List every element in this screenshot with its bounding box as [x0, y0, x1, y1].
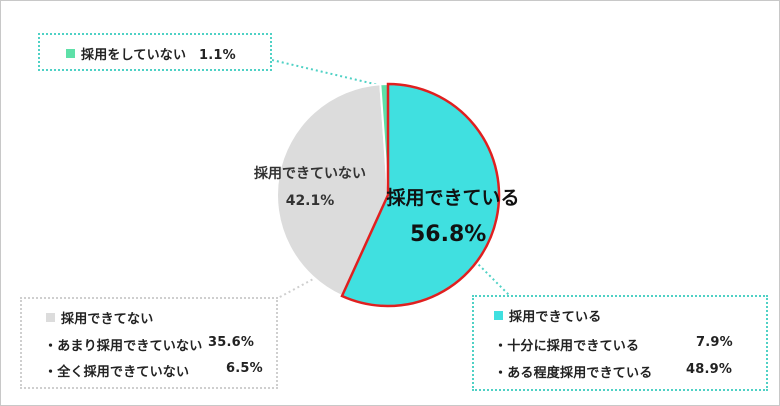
pie-slice-not-able	[276, 83, 390, 298]
legend-not-able-title-row: 採用できてない	[46, 308, 153, 327]
legend-not-able-item-2-label: ・全く採用できていない	[44, 365, 190, 380]
pie-label-not-able-text: 採用できていない	[254, 166, 366, 182]
legend-not-able-item-1-label: ・あまり採用できていない	[44, 339, 203, 354]
legend-not-able-title: 採用できてない	[61, 312, 154, 327]
legend-not-able-item-2: ・全く採用できていない	[44, 361, 189, 380]
legend-hired-title: 採用できている	[509, 310, 602, 325]
legend-hired-item-1-value: 7.9%	[696, 335, 733, 350]
legend-hired-title-row: 採用できている	[494, 306, 601, 325]
legend-not-able-item-1-value: 35.6%	[208, 335, 255, 350]
connector-not-hired	[271, 59, 384, 87]
legend-hired-item-2-value: 48.9%	[686, 362, 733, 377]
legend-not-able-item-1: ・あまり採用できていない	[44, 335, 202, 354]
pie-label-not-able-value: 42.1%	[285, 193, 335, 209]
legend-box-not-hired: 採用をしていない 1.1%	[38, 33, 272, 71]
pie-slice-hired-outline	[340, 82, 501, 308]
legend-hired-item-2: ・ある程度採用できている	[494, 362, 652, 381]
pie-label-hired-value: 56.8%	[410, 222, 487, 247]
legend-not-able-item-2-value: 6.5%	[226, 361, 263, 376]
pie-label-not-able: 採用できていない 42.1%	[250, 163, 370, 209]
legend-box-hired: 採用できている ・十分に採用できている 7.9% ・ある程度採用できている 48…	[472, 295, 768, 391]
legend-swatch-hired	[494, 311, 503, 320]
legend-swatch-not-hired	[66, 49, 75, 58]
legend-not-hired-label: 採用をしていない	[81, 48, 187, 63]
pie-label-hired-text: 採用できている	[386, 187, 520, 209]
legend-not-hired-row: 採用をしていない 1.1%	[66, 44, 236, 63]
pie-label-hired: 採用できている 56.8%	[378, 183, 528, 247]
legend-not-hired-value: 1.1%	[198, 48, 236, 63]
legend-hired-item-2-label: ・ある程度採用できている	[494, 366, 653, 381]
legend-swatch-not-able	[46, 313, 55, 322]
legend-hired-item-1: ・十分に採用できている	[494, 335, 639, 354]
legend-box-not-able: 採用できてない ・あまり採用できていない 35.6% ・全く採用できていない 6…	[20, 297, 278, 389]
legend-hired-item-1-label: ・十分に採用できている	[494, 339, 640, 354]
